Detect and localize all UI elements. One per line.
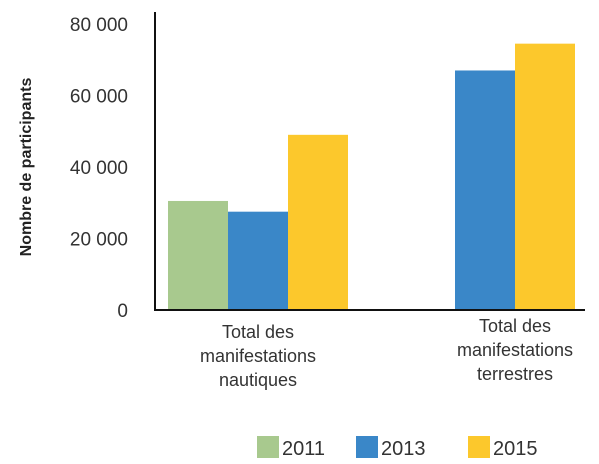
legend-swatch-2015 (468, 436, 490, 458)
bar-2015-cat2 (515, 43, 575, 310)
y-tick-label: 80 000 (70, 15, 128, 36)
axes-layer (154, 12, 585, 311)
labels-layer: 0 20 000 40 000 60 000 80 000 Nombre de parti… (18, 15, 573, 390)
y-tick-label: 0 (117, 301, 128, 322)
legend-label: 2013 (381, 438, 426, 460)
legend-swatch-2013 (356, 436, 378, 458)
y-tick-label: 60 000 (70, 87, 128, 108)
legend-label: 2015 (493, 438, 538, 460)
bar-2013-cat1 (228, 211, 288, 310)
y-axis-title: Nombre de participants (18, 78, 35, 257)
legend-swatch-2011 (257, 436, 279, 458)
x-category-label: Total des manifestations terrestres (457, 316, 573, 384)
bar-2015-cat1 (288, 134, 348, 310)
bar-2011-cat1 (168, 200, 228, 310)
bars-layer (168, 43, 575, 310)
bar-2013-cat2 (455, 70, 515, 310)
x-category-label: Total des manifestations nautiques (200, 322, 316, 390)
y-tick-label: 40 000 (70, 158, 128, 179)
legend-label: 2011 (282, 438, 325, 460)
legend: 2011 2013 2015 (257, 436, 538, 460)
y-tick-label: 20 000 (70, 230, 128, 251)
